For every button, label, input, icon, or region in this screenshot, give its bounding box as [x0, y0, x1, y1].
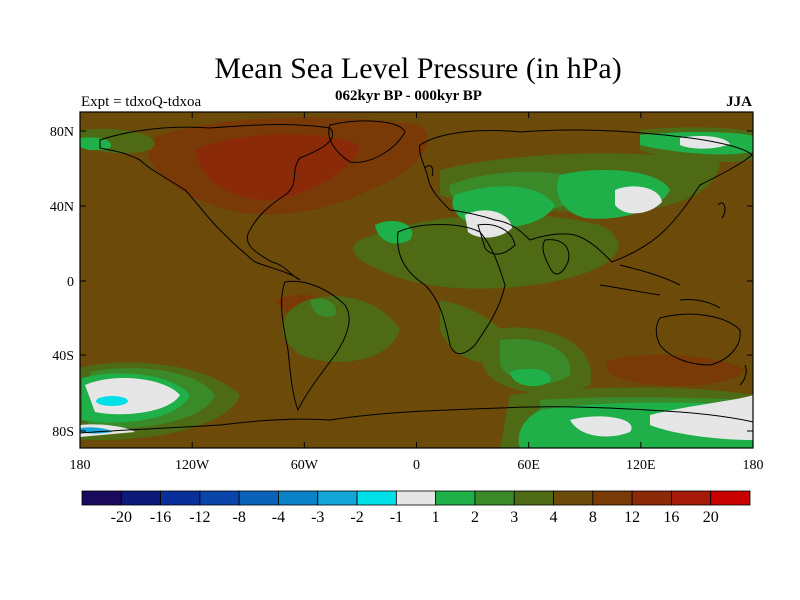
season-label: JJA	[726, 94, 752, 110]
colorbar-label: -4	[272, 509, 285, 526]
field-high-southpacific	[606, 354, 745, 386]
field-olive-southatlantic	[282, 296, 400, 362]
lon-tick-label: 60W	[291, 458, 319, 473]
colorbar-label: -2	[350, 509, 363, 526]
field-brightgreen-sahara	[375, 220, 413, 244]
field-olive-tropics	[352, 214, 619, 289]
colorbar-swatch	[160, 490, 201, 506]
colorbar-swatch	[474, 490, 515, 506]
colorbar-swatch	[553, 490, 594, 506]
colorbar-label: 12	[624, 509, 640, 526]
lat-tick-label: 80S	[52, 425, 74, 440]
field-neutral-antarctic-a	[570, 416, 632, 437]
lat-tick-label: 40S	[52, 349, 74, 364]
coastlines	[80, 120, 753, 434]
lat-tick-label: 40N	[50, 200, 74, 215]
colorbar-swatch	[631, 490, 672, 506]
lat-tick-label: 80N	[50, 125, 74, 140]
lon-tick-label: 0	[413, 458, 420, 473]
field-green-atlantic	[310, 298, 336, 317]
field-brightgreen-indian	[510, 368, 551, 387]
colorbar-swatch	[592, 490, 633, 506]
longitude-axis: 180 120W 60W 0 60E 120E 180	[70, 112, 764, 473]
colorbar-swatch	[356, 490, 397, 506]
colorbar-swatch	[120, 490, 161, 506]
colorbar-swatch	[435, 490, 476, 506]
map-title: Mean Sea Level Pressure (in hPa)	[214, 52, 622, 85]
colorbar-label: 16	[663, 509, 679, 526]
colorbar-swatch	[671, 490, 712, 506]
pressure-field	[80, 112, 753, 448]
field-brightgreen-alaska	[80, 137, 111, 151]
lon-tick-label: 180	[70, 458, 91, 473]
colorbar-label: 2	[471, 509, 479, 526]
colorbar-label: -1	[390, 509, 403, 526]
lon-tick-label: 180	[743, 458, 764, 473]
field-low-southpacific	[96, 396, 128, 406]
field-neutral-antarctic-b	[650, 395, 753, 440]
experiment-label: Expt = tdxoQ-tdxoa	[81, 94, 202, 110]
colorbar-label: 1	[432, 509, 440, 526]
field-neutral-tibet	[615, 186, 662, 214]
colorbar-swatch	[199, 490, 240, 506]
lon-tick-label: 120W	[175, 458, 210, 473]
colorbar-label: -12	[189, 509, 210, 526]
colorbar-swatch	[395, 490, 437, 506]
colorbar-swatch	[81, 490, 122, 506]
colorbar-label: -3	[311, 509, 324, 526]
lat-tick-label: 0	[67, 275, 74, 290]
lon-tick-label: 120E	[626, 458, 656, 473]
colorbar-label: 20	[703, 509, 719, 526]
period-label: 062kyr BP - 000kyr BP	[335, 88, 482, 104]
colorbar-label: -20	[111, 509, 132, 526]
latitude-axis: 80N 40N 0 40S 80S	[50, 125, 753, 440]
colorbar-label: 8	[589, 509, 597, 526]
field-higher-northamerica	[195, 134, 360, 200]
colorbar-swatch	[317, 490, 358, 506]
colorbar: -20 -16 -12 -8 -4 -3 -2 -1 1 2 3 4 8 12 16 20	[81, 490, 751, 526]
lon-tick-label: 60E	[517, 458, 540, 473]
colorbar-label: -16	[150, 509, 171, 526]
colorbar-swatch	[513, 490, 554, 506]
colorbar-label: 3	[510, 509, 518, 526]
colorbar-label: -8	[233, 509, 246, 526]
field-neutral-siberia	[680, 136, 730, 149]
colorbar-swatch	[238, 490, 279, 506]
colorbar-label: 4	[550, 509, 558, 526]
colorbar-swatch	[710, 490, 751, 506]
colorbar-swatch	[278, 490, 319, 506]
